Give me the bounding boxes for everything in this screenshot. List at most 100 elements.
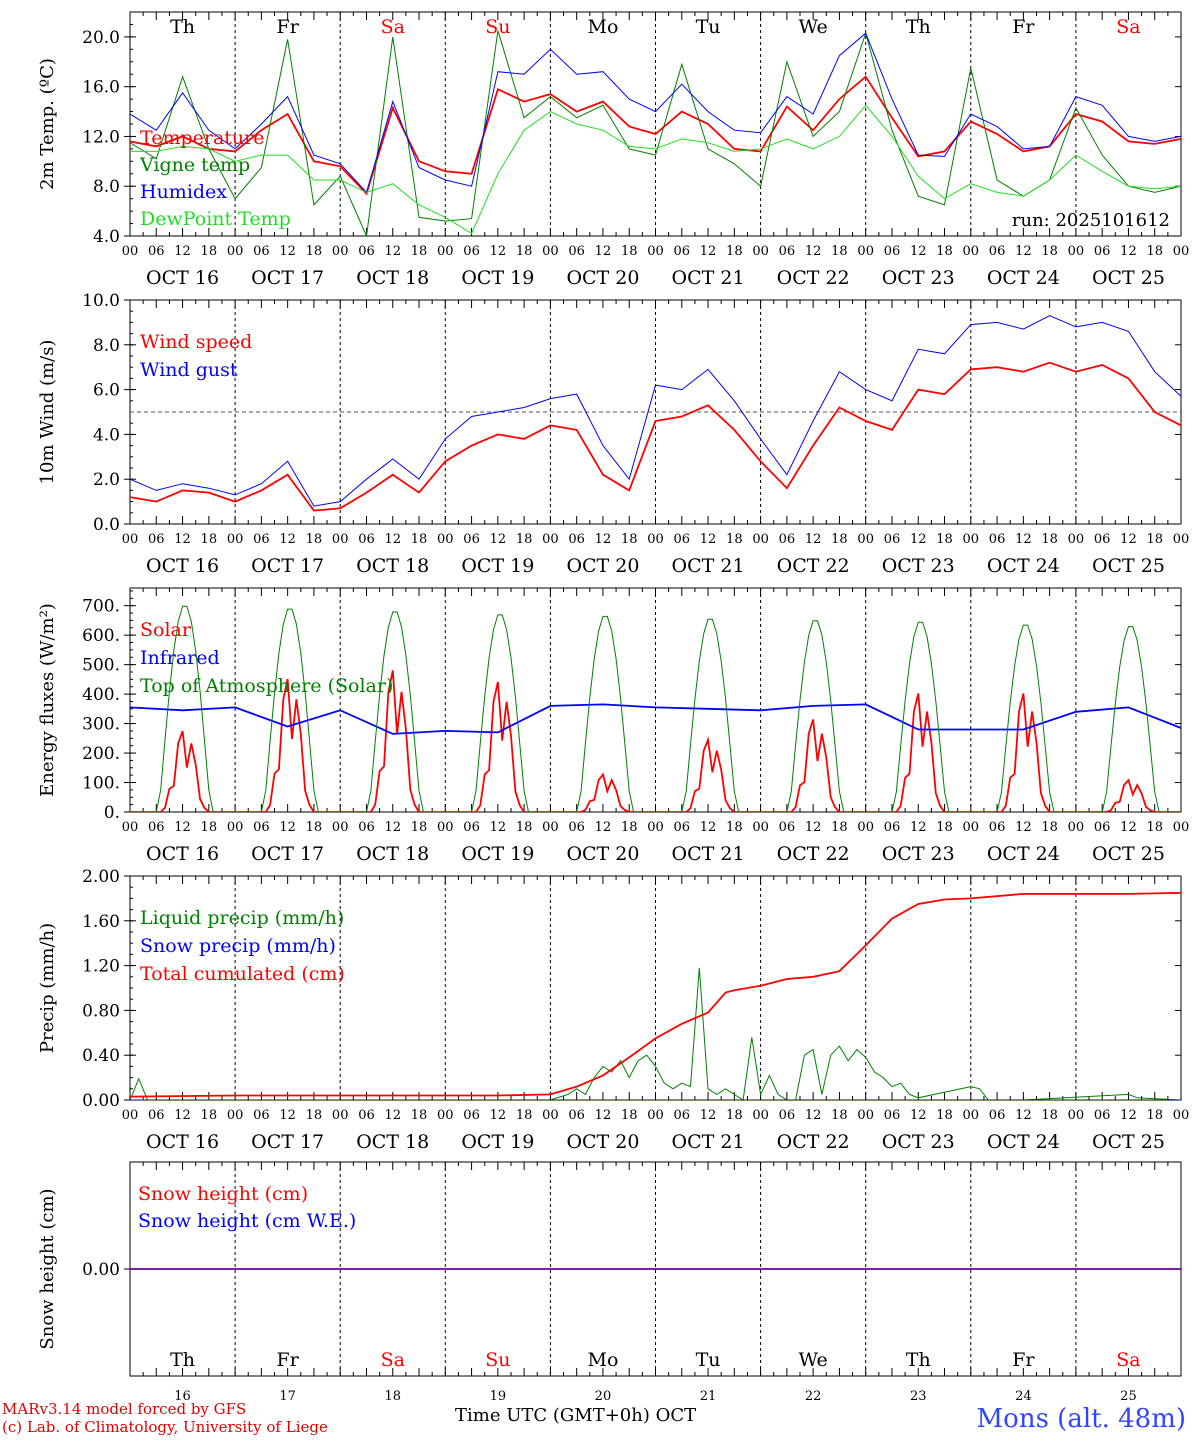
hour-tick-label: 06 [884,532,901,547]
weekday-label: Tu [696,16,721,38]
hour-tick-label: 18 [936,1108,953,1123]
y-tick-label: 0.00 [82,1091,120,1111]
weekday-label: Sa [1116,16,1140,38]
hour-tick-label: 12 [1120,1108,1137,1123]
hour-tick-label: 00 [647,820,664,835]
hour-tick-label: 12 [1120,820,1137,835]
y-axis-label: Snow height (cm) [37,1188,58,1349]
y-tick-label: 1.20 [82,957,120,977]
y-tick-label: 0.80 [82,1001,120,1021]
hour-tick-label: 12 [1015,820,1032,835]
x-axis-title: Time UTC (GMT+0h) OCT [455,1405,696,1426]
hour-tick-label: 12 [384,244,401,259]
hour-tick-label: 06 [568,1108,585,1123]
series-line-temperature [130,75,1181,196]
hour-tick-label: 18 [726,1108,743,1123]
hour-tick-label: 12 [805,1108,822,1123]
hour-tick-label: 18 [1146,244,1163,259]
hour-tick-label: 00 [227,532,244,547]
legend-entry: Vigne temp [139,154,250,176]
hour-tick-label: 18 [621,532,638,547]
hour-tick-label: 00 [1173,532,1190,547]
date-label: OCT 19 [461,267,534,289]
date-label: OCT 23 [882,843,955,865]
legend-entry: Infrared [140,647,220,669]
hour-tick-label: 12 [910,532,927,547]
y-tick-label: 100. [82,774,120,794]
date-label: OCT 22 [777,843,850,865]
y-tick-label: 0.0 [93,515,120,535]
y-tick-label: 0. [104,803,120,823]
hour-tick-label: 12 [279,244,296,259]
weekday-label: Su [485,16,510,38]
hour-tick-label: 12 [1015,532,1032,547]
y-tick-label: 600. [82,626,120,646]
y-tick-label: 0.00 [82,1260,120,1280]
hour-tick-label: 00 [542,244,559,259]
date-label: OCT 21 [672,267,745,289]
hour-tick-label: 12 [384,1108,401,1123]
hour-tick-label: 00 [227,820,244,835]
weekday-label: Fr [277,1349,300,1371]
hour-tick-label: 06 [989,820,1006,835]
hour-tick-label: 06 [568,244,585,259]
hour-tick-label: 00 [437,244,454,259]
weekday-label: Sa [381,1349,405,1371]
day-number-label: 21 [700,1389,717,1404]
hour-tick-label: 12 [910,244,927,259]
hour-tick-label: 12 [700,244,717,259]
hour-tick-label: 06 [674,1108,691,1123]
hour-tick-label: 18 [726,532,743,547]
hour-tick-label: 06 [463,244,480,259]
hour-tick-label: 06 [148,1108,165,1123]
hour-tick-label: 18 [726,244,743,259]
hour-tick-label: 12 [1015,244,1032,259]
hour-tick-label: 06 [779,244,796,259]
hour-tick-label: 00 [542,820,559,835]
hour-tick-label: 00 [227,1108,244,1123]
legend-entry: Liquid precip (mm/h) [140,907,344,929]
hour-tick-label: 12 [174,244,191,259]
hour-tick-label: 18 [306,532,323,547]
date-label: OCT 24 [987,555,1060,577]
legend-entry: Wind speed [140,331,252,353]
weekday-label: Th [170,1349,195,1371]
y-tick-label: 8.0 [93,177,120,197]
legend-entry: Solar [140,619,192,641]
hour-tick-label: 18 [306,1108,323,1123]
hour-tick-label: 12 [279,532,296,547]
weekday-label: We [799,1349,828,1371]
series-line-vigne-temp [130,30,1181,236]
hour-tick-label: 18 [411,820,428,835]
hour-tick-label: 00 [752,1108,769,1123]
x-axis-title-text: Time UTC (GMT+0h) [455,1405,650,1426]
panel-temp: 4.0 8.0 12.0 16.0 20.0 2m Temp. (ºC) 00 06 12 18 O… [37,11,1189,289]
hour-tick-label: 06 [568,532,585,547]
hour-tick-label: 00 [963,1108,980,1123]
hour-tick-label: 06 [148,820,165,835]
hour-tick-label: 00 [1173,1108,1190,1123]
date-label: OCT 20 [566,843,639,865]
weekday-label: Th [170,16,195,38]
hour-tick-label: 18 [201,820,218,835]
date-label: OCT 23 [882,267,955,289]
hour-tick-label: 12 [279,1108,296,1123]
hour-tick-label: 12 [174,1108,191,1123]
hour-tick-label: 00 [542,1108,559,1123]
hour-tick-label: 06 [779,1108,796,1123]
hour-tick-label: 12 [910,1108,927,1123]
y-tick-label: 20.0 [82,28,120,48]
date-label: OCT 21 [672,555,745,577]
legend-entry: Wind gust [140,359,238,381]
weekday-label: Sa [381,16,405,38]
panel-wind: 0.0 2.0 4.0 6.0 8.0 10.0 10m Wind (m/s) 00 06 12 1… [37,291,1189,577]
plot-frame [129,11,1182,237]
hour-tick-label: 00 [1068,532,1085,547]
legend-entry: Total cumulated (cm) [140,963,345,985]
weekday-label: We [799,16,828,38]
hour-tick-label: 12 [490,244,507,259]
hour-tick-label: 06 [1094,532,1111,547]
credit-line-1: MARv3.14 model forced by GFS [2,1400,247,1418]
hour-tick-label: 00 [857,532,874,547]
hour-tick-label: 06 [253,244,270,259]
